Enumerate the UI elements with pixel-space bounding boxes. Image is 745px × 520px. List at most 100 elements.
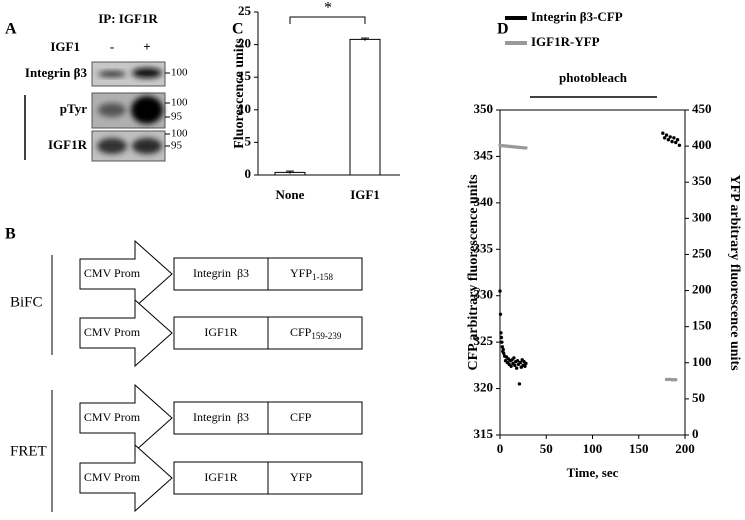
marker-label: 100	[171, 97, 188, 109]
gene-box	[173, 401, 269, 435]
tag-name: YFP	[290, 266, 312, 280]
gene-box	[173, 257, 269, 291]
band	[132, 138, 162, 154]
panel-label: C	[232, 21, 244, 38]
data-point	[518, 360, 523, 365]
y-tick-label: 345	[474, 147, 494, 162]
data-point	[498, 312, 503, 316]
gene-label: Integrin β3	[193, 410, 249, 424]
tag-box	[267, 401, 363, 435]
tag-name: CFP	[290, 410, 312, 424]
marker-label: 100	[171, 67, 188, 79]
plot-frame	[499, 109, 686, 436]
y2-tick-label: 50	[692, 390, 705, 405]
y2-tick-label: 0	[692, 426, 699, 441]
data-point	[668, 135, 672, 139]
data-point	[509, 364, 513, 368]
group-label: FRET	[10, 443, 47, 459]
tag-name: CFP	[290, 325, 312, 339]
blot-label: pTyr	[60, 101, 87, 116]
gene-label: IGF1R	[204, 470, 237, 484]
x-tick-label: 150	[629, 441, 649, 456]
treatment-label: IGF1	[50, 39, 80, 54]
tag-label: CFP159-239	[290, 325, 342, 341]
x-tick-label: 100	[583, 441, 603, 456]
tag-box	[267, 257, 363, 291]
significance-bracket	[289, 16, 366, 24]
data-point	[674, 140, 678, 145]
promoter-arrow	[79, 443, 173, 513]
panel-label: A	[5, 21, 17, 38]
data-point	[662, 136, 667, 140]
data-point	[500, 340, 504, 344]
x-tick-label: IGF1	[350, 187, 380, 202]
y-tick-label: 315	[474, 426, 494, 441]
data-point	[515, 359, 520, 363]
data-point	[523, 364, 527, 368]
lane-label: -	[110, 39, 114, 54]
y-tick-label: 5	[245, 133, 252, 148]
y-tick-label: 330	[474, 287, 494, 302]
y2-tick-label: 450	[692, 101, 712, 116]
tag-box	[267, 461, 363, 495]
band	[98, 71, 126, 77]
y2-tick-label: 200	[692, 282, 712, 297]
promoter-label: CMV Prom	[84, 470, 141, 484]
data-point	[670, 139, 674, 144]
y-tick-label: 320	[474, 380, 494, 395]
data-point	[513, 363, 517, 368]
y-axis-label: CFP arbitrary fluorescence units	[466, 174, 481, 371]
panel-label: B	[5, 226, 16, 243]
data-point	[661, 131, 665, 135]
data-point	[677, 143, 682, 147]
x-tick-label: None	[276, 187, 305, 202]
data-point	[501, 347, 505, 352]
band	[97, 138, 127, 154]
y-tick-label: 20	[238, 36, 251, 51]
ip-title: IP: IGF1R	[98, 11, 158, 26]
data-point	[500, 345, 505, 349]
data-point	[524, 361, 528, 366]
promoter-arrow	[79, 298, 173, 368]
y2-tick-label: 300	[692, 209, 712, 224]
promoter-arrow	[79, 239, 173, 309]
promoter-label: CMV Prom	[84, 325, 141, 339]
y2-tick-label: 400	[692, 137, 712, 152]
gene-box	[173, 316, 269, 350]
y2-tick-label: 250	[692, 245, 712, 260]
gene-label: IGF1R	[204, 325, 237, 339]
y-tick-label: 15	[238, 68, 252, 83]
x-tick-label: 200	[675, 441, 695, 456]
data-point	[499, 335, 504, 340]
y2-tick-label: 150	[692, 318, 712, 333]
y-tick-label: 350	[474, 101, 494, 116]
marker-label: 95	[171, 140, 183, 152]
lane-label: +	[143, 39, 150, 54]
x-tick-label: 50	[540, 441, 553, 456]
data-point	[675, 138, 680, 142]
promoter-arrow	[79, 383, 173, 453]
blot-label: IGF1R	[48, 137, 88, 152]
data-point	[517, 382, 522, 386]
y-tick-label: 25	[238, 3, 252, 18]
y-tick-label: 325	[474, 333, 494, 348]
data-point	[502, 351, 506, 355]
data-point	[524, 146, 528, 150]
y2-tick-label: 100	[692, 354, 712, 369]
data-point	[512, 356, 516, 360]
y2-tick-label: 350	[692, 173, 712, 188]
tag-name: YFP	[290, 470, 312, 484]
x-tick-label: 0	[497, 441, 504, 456]
tag-label: YFP	[290, 470, 312, 484]
tag-label: CFP	[290, 410, 312, 424]
tag-box	[267, 316, 363, 350]
gene-label: Integrin β3	[193, 266, 249, 280]
data-point	[672, 136, 676, 140]
y-tick-label: 10	[238, 101, 251, 116]
marker-label: 95	[171, 111, 183, 123]
band	[132, 68, 162, 78]
data-point	[666, 138, 671, 142]
data-point	[498, 289, 502, 293]
